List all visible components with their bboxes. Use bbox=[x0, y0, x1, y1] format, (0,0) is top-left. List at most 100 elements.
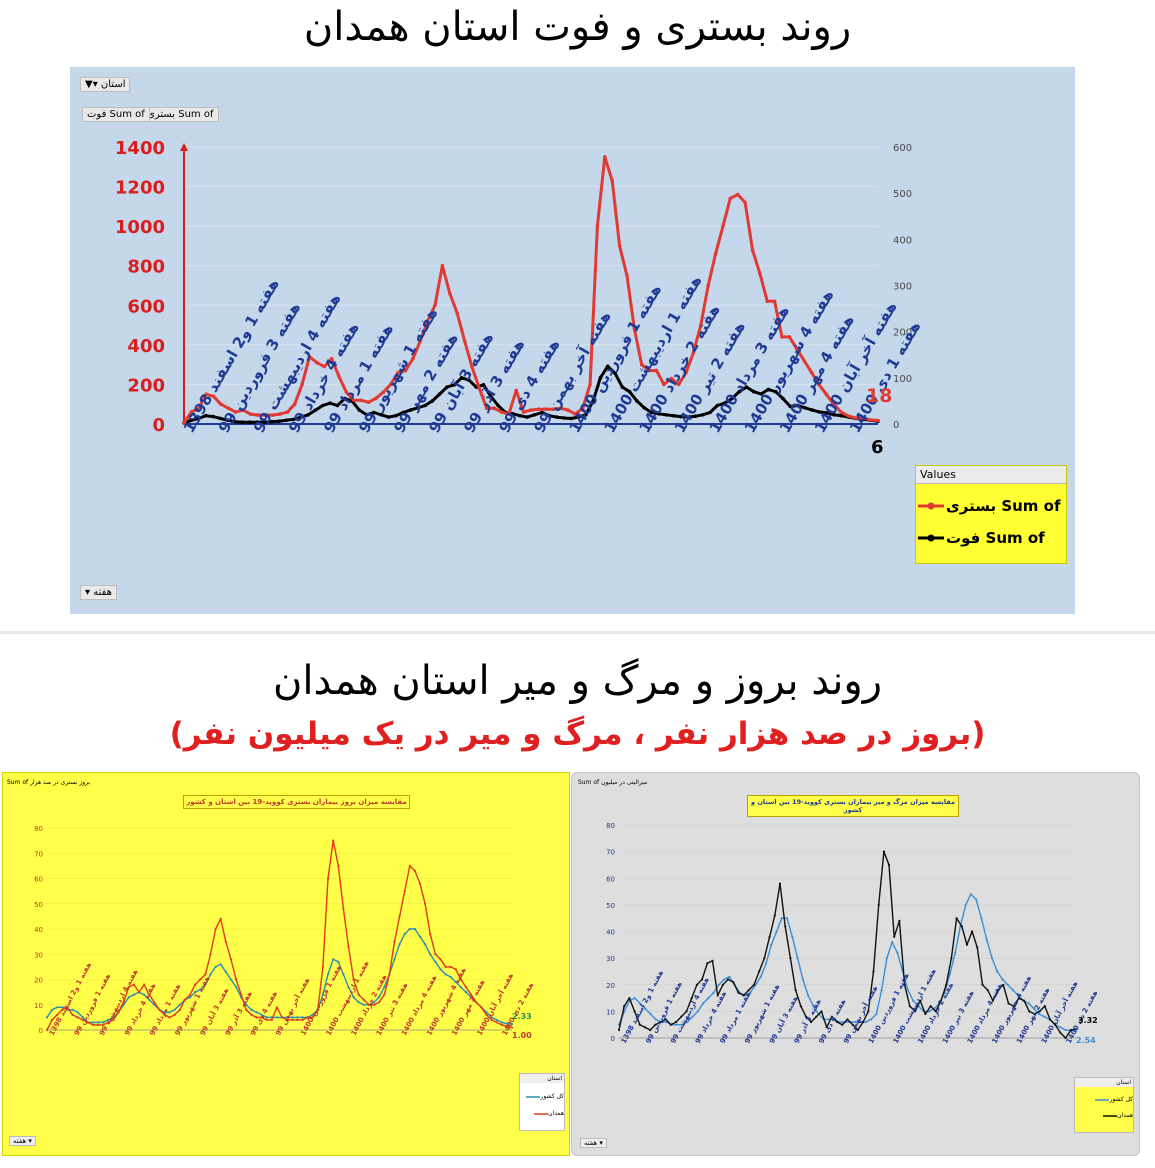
top-series-hosp-point-40 bbox=[477, 386, 482, 391]
incidence-series-country-point-89 bbox=[500, 1021, 503, 1024]
incidence-series-province-point-50 bbox=[301, 1018, 304, 1021]
mortality-series-country-point-12 bbox=[680, 1023, 684, 1026]
mortality-series-province-point-63 bbox=[945, 983, 948, 986]
incidence-series-province-point-6 bbox=[76, 1016, 79, 1019]
top-series-death-point-9 bbox=[247, 420, 252, 425]
week-axis-button[interactable]: هفته ▾ bbox=[80, 585, 117, 600]
mortality-series-province-point-72 bbox=[991, 999, 994, 1002]
mortality-series-province-point-74 bbox=[1002, 983, 1005, 986]
top-series-hosp-point-56 bbox=[595, 224, 600, 228]
top-series-death-point-43 bbox=[496, 403, 500, 408]
mortality-series-province-point-68 bbox=[971, 930, 974, 933]
top-right-tick-3: 300 bbox=[893, 282, 912, 293]
incidence-series-country-point-45 bbox=[275, 1016, 278, 1019]
top-series-death-point-75 bbox=[730, 396, 734, 401]
incidence-series-country-point-35 bbox=[224, 970, 227, 973]
incidence-legend-country[interactable]: کل کشور bbox=[520, 1093, 564, 1100]
mortality-series-province-point-73 bbox=[997, 989, 1000, 992]
incidence-series-province-point-65 bbox=[378, 1001, 381, 1004]
top-series-death-point-73 bbox=[715, 403, 720, 408]
mortality-series-province-point-1 bbox=[623, 1005, 626, 1008]
incidence-series-province-point-57 bbox=[337, 864, 340, 867]
top-series-hosp-point-70 bbox=[699, 323, 703, 327]
top-legend: Values Sum of بستری Sum of فوت bbox=[915, 465, 1067, 564]
top-series-hosp-point-86 bbox=[817, 382, 821, 387]
incidence-series-province-point-22 bbox=[158, 1008, 161, 1011]
mortality-series-country-point-21 bbox=[728, 975, 731, 978]
incidence-series-province-point-54 bbox=[321, 965, 324, 968]
top-series-hosp-point-9 bbox=[248, 412, 253, 416]
top-series-hosp-point-1 bbox=[189, 410, 194, 414]
top-series-death-point-47 bbox=[525, 415, 530, 419]
top-left-axis-arrow bbox=[180, 143, 188, 151]
mortality-series-province-point-54 bbox=[898, 919, 901, 922]
top-series-death-point-46 bbox=[518, 413, 522, 418]
mortality-legend-country[interactable]: کل کشور bbox=[1075, 1096, 1133, 1103]
top-series-hosp-point-28 bbox=[388, 382, 393, 387]
mortality-legend-province[interactable]: همدان bbox=[1075, 1112, 1133, 1119]
top-series-death-point-63 bbox=[642, 406, 646, 410]
incidence-week-button[interactable]: هفته ▾ bbox=[9, 1136, 36, 1146]
mortality-series-province-point-75 bbox=[1007, 1002, 1010, 1005]
province-filter-button[interactable]: استان ▾▼ bbox=[80, 77, 131, 92]
top-series-death-point-60 bbox=[620, 385, 625, 389]
mortality-series-country-point-13 bbox=[686, 1020, 689, 1024]
mortality-y-tick-3: 30 bbox=[606, 955, 615, 963]
mortality-series-country-point-87 bbox=[1074, 1030, 1078, 1033]
incidence-series-province-point-71 bbox=[408, 864, 411, 867]
incidence-series-country-point-71 bbox=[408, 927, 411, 931]
mortality-y-tick-7: 70 bbox=[606, 849, 615, 857]
incidence-series-province-point-56 bbox=[332, 839, 335, 842]
mortality-week-button[interactable]: هفته ▾ bbox=[580, 1138, 607, 1148]
incidence-series-province-point-60 bbox=[352, 978, 355, 981]
top-series-death-point-7 bbox=[233, 419, 237, 424]
incidence-series-country-point-50 bbox=[301, 1016, 304, 1019]
mortality-series-country-point-26 bbox=[754, 983, 757, 986]
mortality-series-country-point-15 bbox=[696, 1010, 699, 1013]
incidence-series-province-point-16 bbox=[127, 986, 130, 989]
mortality-series-province-point-56 bbox=[908, 1005, 911, 1008]
top-series-death-point-57 bbox=[598, 376, 603, 380]
top-series-hosp-point-44 bbox=[507, 412, 511, 416]
mortality-series-province-point-9 bbox=[664, 1018, 667, 1021]
mortality-series-province-point-40 bbox=[825, 1026, 828, 1029]
mortality-series-country-point-46 bbox=[859, 1020, 862, 1024]
incidence-series-province-point-63 bbox=[367, 1003, 370, 1006]
top-series-death-point-67 bbox=[671, 413, 676, 418]
top-series-death-point-66 bbox=[664, 413, 668, 417]
top-right-tick-1: 100 bbox=[893, 374, 912, 385]
legend-item-death[interactable]: Sum of فوت bbox=[916, 526, 1066, 550]
mortality-y-tick-5: 50 bbox=[606, 902, 615, 910]
field-button-death[interactable]: Sum of فوت bbox=[82, 107, 150, 122]
mortality-series-province-point-85 bbox=[1059, 1031, 1062, 1034]
incidence-series-province-point-36 bbox=[229, 958, 233, 961]
top-series-death-point-79 bbox=[759, 392, 763, 396]
mortality-series-province-point-36 bbox=[804, 1015, 808, 1018]
mortality-series-country-point-50 bbox=[880, 989, 883, 992]
top-series-hosp-point-33 bbox=[425, 319, 430, 323]
incidence-series-province-point-51 bbox=[306, 1016, 309, 1019]
incidence-series-province-point-32 bbox=[209, 953, 212, 956]
top-series-death-point-1 bbox=[189, 418, 194, 423]
top-series-hosp-point-67 bbox=[676, 382, 681, 387]
incidence-series-province-point-31 bbox=[204, 973, 207, 976]
top-series-death-point-16 bbox=[299, 415, 303, 419]
incidence-series-country-point-62 bbox=[362, 1003, 365, 1006]
top-series-hosp-point-32 bbox=[418, 339, 423, 343]
top-series-death-point-86 bbox=[810, 408, 815, 412]
incidence-legend-province[interactable]: همدان bbox=[520, 1110, 564, 1117]
incidence-series-country-point-74 bbox=[424, 943, 427, 946]
top-series-hosp-point-61 bbox=[632, 327, 637, 331]
legend-item-hosp[interactable]: Sum of بستری bbox=[916, 494, 1066, 518]
top-series-hosp-point-77 bbox=[750, 248, 755, 252]
incidence-series-country-point-42 bbox=[260, 1013, 263, 1016]
top-series-hosp-point-62 bbox=[639, 362, 644, 367]
top-series-death-point-80 bbox=[766, 387, 771, 392]
mortality-series-country-point-32 bbox=[786, 917, 789, 920]
incidence-series-province-point-64 bbox=[372, 1003, 376, 1006]
mortality-series-country-point-7 bbox=[654, 1018, 657, 1021]
top-series-hosp-point-57 bbox=[603, 155, 607, 159]
top-series-death-point-31 bbox=[408, 408, 413, 412]
mortality-series-country-point-25 bbox=[749, 991, 752, 994]
